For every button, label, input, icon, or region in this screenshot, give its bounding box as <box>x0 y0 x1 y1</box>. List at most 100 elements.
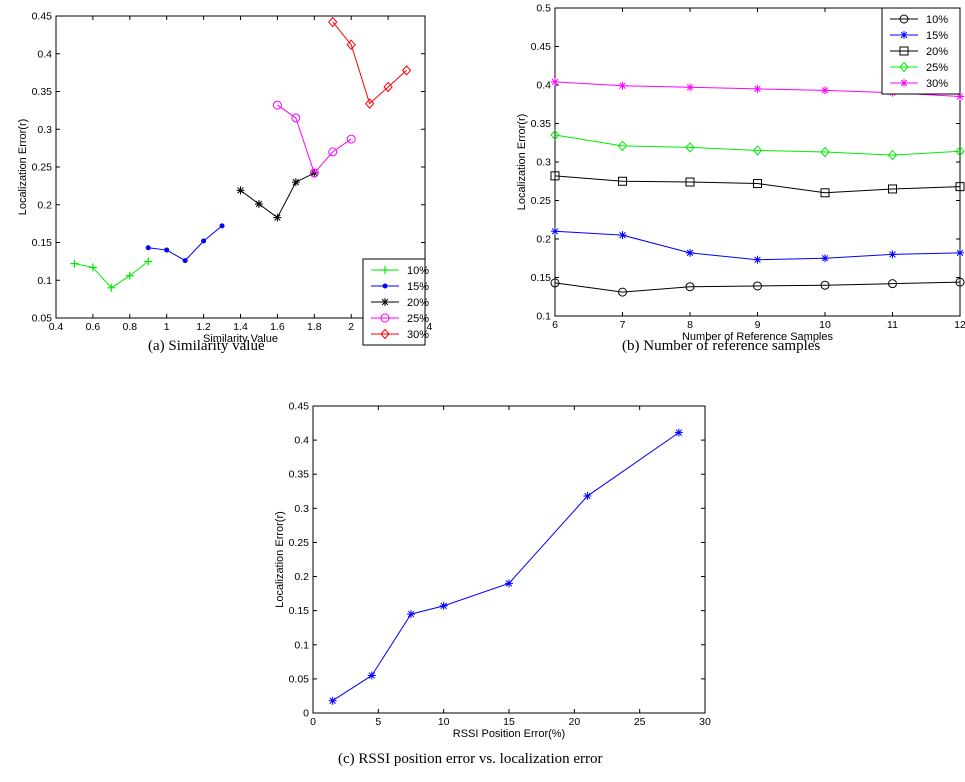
series-25pct <box>550 129 965 161</box>
legend-label: 15% <box>407 281 429 293</box>
data-point <box>955 145 965 157</box>
series-line <box>554 175 961 194</box>
x-axis-label: Similarity Value <box>203 333 278 345</box>
series-10pct <box>70 257 153 292</box>
data-point <box>821 86 829 95</box>
data-point <box>618 176 627 186</box>
data-point <box>291 178 300 187</box>
x-tick-label: 15 <box>503 716 515 728</box>
x-tick-label: 1.4 <box>233 321 248 333</box>
data-point <box>753 281 762 291</box>
series-line <box>277 104 352 175</box>
series-25pct <box>272 100 356 178</box>
y-tick-label: 0 <box>303 708 309 720</box>
legend-label: 30% <box>926 78 948 90</box>
y-tick-label: 0.2 <box>294 571 309 583</box>
legend: 10% 15% 20% 25% 30% <box>362 258 429 346</box>
y-tick-label: 0.35 <box>32 86 53 98</box>
legend-entry: 20% <box>371 297 429 309</box>
x-tick-label: 1.8 <box>307 321 322 333</box>
caption-a: (a) Similarity value <box>148 338 265 354</box>
y-tick-label: 0.05 <box>32 313 53 325</box>
y-tick-label: 0.2 <box>37 199 52 211</box>
data-point <box>407 610 415 619</box>
legend-entry: 30% <box>890 78 948 90</box>
data-point <box>617 140 628 152</box>
data-point <box>820 280 830 290</box>
legend-entry: 30% <box>371 328 429 341</box>
data-point <box>618 231 627 240</box>
y-tick-label: 0.3 <box>536 157 551 169</box>
y-tick-label: 0.2 <box>536 234 551 246</box>
y-tick-label: 0.4 <box>37 48 52 60</box>
series-line <box>554 281 961 293</box>
data-point <box>383 81 393 93</box>
x-axis-label: RSSI Position Error(%) <box>453 728 565 740</box>
data-point <box>753 255 762 264</box>
data-point <box>956 248 964 257</box>
y-tick-label: 0.45 <box>531 41 552 53</box>
series-15pct <box>145 223 225 264</box>
x-tick-label: 12 <box>954 319 965 331</box>
data-point <box>346 134 356 144</box>
legend-label: 25% <box>407 313 429 325</box>
series-15pct <box>551 227 964 264</box>
legend-label: 30% <box>407 329 429 341</box>
x-tick-label: 1.6 <box>270 321 285 333</box>
legend-label: 25% <box>926 62 948 74</box>
legend-marker <box>380 313 390 323</box>
data-point <box>505 579 513 588</box>
data-point <box>328 696 337 705</box>
data-point <box>956 92 964 101</box>
x-tick-label: 7 <box>620 319 626 331</box>
data-point <box>401 65 412 76</box>
data-point <box>346 39 356 50</box>
series-line <box>332 21 407 105</box>
legend-entry: 15% <box>371 281 429 293</box>
data-point <box>164 247 170 253</box>
legend-entry: 15% <box>890 30 948 42</box>
x-tick-label: 0.6 <box>86 321 101 333</box>
data-point <box>550 278 560 288</box>
legend-label: 10% <box>926 14 948 26</box>
y-tick-label: 0.4 <box>536 80 551 92</box>
data-point <box>888 250 897 259</box>
data-point <box>144 257 153 266</box>
data-point <box>70 259 79 268</box>
x-tick-label: 30 <box>699 716 711 728</box>
data-point <box>955 277 965 287</box>
x-tick-label: 10 <box>819 319 831 331</box>
data-point <box>685 282 695 292</box>
series-line <box>554 134 961 156</box>
x-axis-label: Number of Reference Samples <box>682 331 834 343</box>
x-tick-label: 11 <box>887 319 898 331</box>
legend-label: 20% <box>926 46 948 58</box>
legend-marker <box>899 14 909 24</box>
data-point <box>753 179 762 189</box>
legend-label: 10% <box>407 265 429 277</box>
y-axis-label: Localization Error(r) <box>17 119 29 216</box>
y-tick-label: 0.15 <box>32 237 53 249</box>
y-axis-label: Localization Error(r) <box>516 114 528 211</box>
y-tick-label: 0.45 <box>32 11 53 23</box>
x-tick-label: 25 <box>634 716 646 728</box>
x-tick-label: 6 <box>552 319 558 331</box>
x-tick-label: 10 <box>438 716 450 728</box>
legend-label: 15% <box>926 30 948 42</box>
x-tick-label: 9 <box>755 319 761 331</box>
x-tick-label: 1.2 <box>196 321 211 333</box>
data-point <box>272 100 282 110</box>
data-point <box>364 98 375 109</box>
data-point <box>955 182 965 192</box>
data-point <box>88 263 97 272</box>
legend: 10% 15% 20% 25% 30% <box>881 7 961 95</box>
data-point <box>753 84 762 93</box>
legend-marker <box>900 31 908 39</box>
series-0 <box>328 428 683 705</box>
x-tick-label: 8 <box>687 319 693 331</box>
data-point <box>328 147 338 157</box>
data-point <box>686 83 694 92</box>
data-point <box>328 16 338 28</box>
y-tick-label: 0.45 <box>289 401 310 413</box>
